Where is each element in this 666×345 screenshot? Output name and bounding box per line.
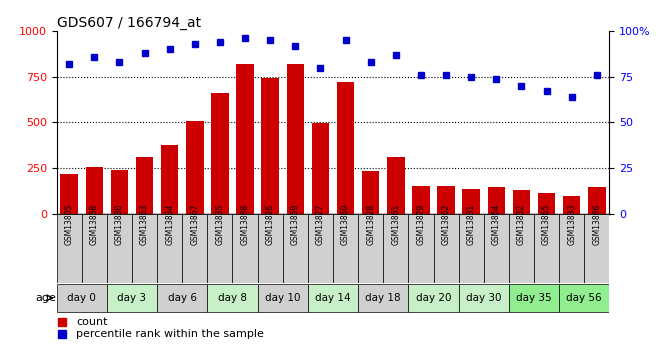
Bar xyxy=(157,284,207,313)
Bar xyxy=(111,170,129,214)
Bar xyxy=(61,174,78,214)
Bar xyxy=(132,214,157,283)
Text: GSM13834: GSM13834 xyxy=(165,204,174,245)
Bar xyxy=(362,171,380,214)
Text: age: age xyxy=(36,293,57,303)
Bar xyxy=(57,214,82,283)
Bar xyxy=(211,93,228,214)
Bar xyxy=(559,284,609,313)
Text: count: count xyxy=(76,317,107,327)
Bar xyxy=(358,214,383,283)
Text: day 20: day 20 xyxy=(416,293,452,303)
Bar xyxy=(136,157,153,214)
Text: GSM13835: GSM13835 xyxy=(215,204,224,245)
Bar xyxy=(337,82,354,214)
Text: GSM13859: GSM13859 xyxy=(291,204,300,245)
Bar xyxy=(462,189,480,214)
Bar xyxy=(537,193,555,214)
Text: percentile rank within the sample: percentile rank within the sample xyxy=(76,329,264,339)
Text: GSM13864: GSM13864 xyxy=(492,204,501,245)
Text: GSM13831: GSM13831 xyxy=(467,204,476,245)
Bar xyxy=(286,64,304,214)
Text: GSM13865: GSM13865 xyxy=(542,204,551,245)
Bar xyxy=(509,214,534,283)
Bar xyxy=(333,214,358,283)
Text: GSM13833: GSM13833 xyxy=(567,204,576,245)
Bar xyxy=(207,214,232,283)
Text: GSM13828: GSM13828 xyxy=(366,204,375,245)
Bar xyxy=(434,214,459,283)
Bar xyxy=(412,186,430,214)
Bar xyxy=(157,214,182,283)
Bar xyxy=(383,214,408,283)
Bar xyxy=(484,214,509,283)
Bar xyxy=(186,121,204,214)
Bar xyxy=(459,214,484,283)
Text: GSM13830: GSM13830 xyxy=(115,204,124,245)
Bar xyxy=(387,157,405,214)
Text: GSM13858: GSM13858 xyxy=(90,204,99,245)
Text: GDS607 / 166794_at: GDS607 / 166794_at xyxy=(57,16,200,30)
Bar xyxy=(513,190,530,214)
Text: GSM13827: GSM13827 xyxy=(316,204,325,245)
Text: day 0: day 0 xyxy=(67,293,96,303)
Bar xyxy=(584,214,609,283)
Bar xyxy=(258,214,283,283)
Bar xyxy=(308,214,333,283)
Text: GSM13832: GSM13832 xyxy=(517,204,526,245)
Text: day 6: day 6 xyxy=(168,293,196,303)
Bar xyxy=(82,214,107,283)
Text: GSM13805: GSM13805 xyxy=(65,204,74,245)
Bar xyxy=(107,284,157,313)
Bar xyxy=(358,284,408,313)
Bar xyxy=(207,284,258,313)
Bar xyxy=(258,284,308,313)
Text: day 56: day 56 xyxy=(567,293,602,303)
Text: day 3: day 3 xyxy=(117,293,147,303)
Text: day 35: day 35 xyxy=(516,293,552,303)
Bar xyxy=(308,284,358,313)
Bar xyxy=(534,214,559,283)
Text: GSM13860: GSM13860 xyxy=(341,204,350,245)
Text: GSM13861: GSM13861 xyxy=(392,204,400,245)
Bar xyxy=(588,187,605,214)
Text: GSM13863: GSM13863 xyxy=(140,204,149,245)
Text: day 30: day 30 xyxy=(466,293,501,303)
Bar xyxy=(107,214,132,283)
Bar xyxy=(408,284,459,313)
Text: GSM13866: GSM13866 xyxy=(592,204,601,245)
Bar xyxy=(312,124,329,214)
Bar xyxy=(563,196,581,214)
Text: GSM13829: GSM13829 xyxy=(416,204,426,245)
Text: day 8: day 8 xyxy=(218,293,247,303)
Bar xyxy=(459,284,509,313)
Bar xyxy=(85,167,103,214)
Bar xyxy=(161,145,178,214)
Bar xyxy=(559,214,584,283)
Bar xyxy=(236,64,254,214)
Text: day 14: day 14 xyxy=(315,293,351,303)
Bar xyxy=(509,284,559,313)
Bar xyxy=(408,214,434,283)
Text: day 10: day 10 xyxy=(265,293,300,303)
Text: day 18: day 18 xyxy=(366,293,401,303)
Text: GSM13867: GSM13867 xyxy=(190,204,199,245)
Bar xyxy=(182,214,207,283)
Bar xyxy=(232,214,258,283)
Bar xyxy=(261,78,279,214)
Bar xyxy=(438,186,455,214)
Text: GSM13826: GSM13826 xyxy=(266,204,274,245)
Bar xyxy=(488,187,505,214)
Text: GSM13868: GSM13868 xyxy=(240,204,250,245)
Bar xyxy=(283,214,308,283)
Bar xyxy=(57,284,107,313)
Text: GSM13862: GSM13862 xyxy=(442,204,451,245)
